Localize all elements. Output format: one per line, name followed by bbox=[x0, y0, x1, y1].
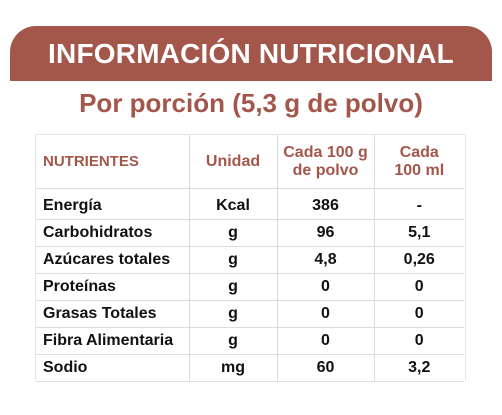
value-per-100g: 0 bbox=[277, 300, 375, 328]
nutrient-unit: g bbox=[189, 273, 278, 301]
nutrient-name: Proteínas bbox=[36, 273, 190, 301]
value-per-100ml: 0 bbox=[374, 300, 464, 328]
column-header-per-100g-line1: Cada 100 g bbox=[283, 143, 368, 161]
table-row: Proteínas g 0 0 bbox=[36, 273, 464, 301]
value-per-100ml: 5,1 bbox=[374, 219, 464, 247]
nutrient-name: Fibra Alimentaria bbox=[36, 327, 190, 355]
value-per-100g: 0 bbox=[277, 273, 375, 301]
column-header-per-100ml-line2: 100 ml bbox=[394, 161, 445, 179]
value-per-100g: 60 bbox=[277, 354, 375, 382]
value-per-100ml: - bbox=[374, 188, 464, 220]
nutrient-unit: mg bbox=[189, 354, 278, 382]
nutrient-name: Azúcares totales bbox=[36, 246, 190, 274]
value-per-100g: 4,8 bbox=[277, 246, 375, 274]
nutrition-table: NUTRIENTES Unidad Cada 100 g de polvo Ca… bbox=[36, 135, 464, 382]
value-per-100g: 386 bbox=[277, 188, 375, 220]
column-header-unit-label: Unidad bbox=[205, 152, 261, 170]
column-header-unit: Unidad bbox=[189, 135, 278, 189]
column-header-nutrients: NUTRIENTES bbox=[36, 135, 190, 189]
nutrient-name: Carbohidratos bbox=[36, 219, 190, 247]
value-per-100g: 0 bbox=[277, 327, 375, 355]
column-header-per-100ml: Cada 100 ml bbox=[374, 135, 464, 189]
nutrient-name: Energía bbox=[36, 188, 190, 220]
table-row: Fibra Alimentaria g 0 0 bbox=[36, 327, 464, 355]
page-title: INFORMACIÓN NUTRICIONAL bbox=[48, 37, 454, 69]
column-header-nutrients-label: NUTRIENTES bbox=[43, 152, 139, 170]
value-per-100ml: 0,26 bbox=[374, 246, 464, 274]
title-banner: INFORMACIÓN NUTRICIONAL bbox=[10, 26, 492, 81]
table-header-row: NUTRIENTES Unidad Cada 100 g de polvo Ca… bbox=[36, 135, 464, 189]
value-per-100g: 96 bbox=[277, 219, 375, 247]
table-row: Carbohidratos g 96 5,1 bbox=[36, 219, 464, 247]
nutrient-unit: g bbox=[189, 219, 278, 247]
nutrient-unit: Kcal bbox=[189, 188, 278, 220]
table-row: Azúcares totales g 4,8 0,26 bbox=[36, 246, 464, 274]
table-row: Grasas Totales g 0 0 bbox=[36, 300, 464, 328]
value-per-100ml: 0 bbox=[374, 327, 464, 355]
nutrient-unit: g bbox=[189, 246, 278, 274]
column-header-per-100g: Cada 100 g de polvo bbox=[277, 135, 375, 189]
table-row: Energía Kcal 386 - bbox=[36, 188, 464, 220]
nutrient-unit: g bbox=[189, 327, 278, 355]
nutrient-name: Grasas Totales bbox=[36, 300, 190, 328]
serving-subtitle: Por porción (5,3 g de polvo) bbox=[79, 88, 423, 118]
value-per-100ml: 0 bbox=[374, 273, 464, 301]
table-row: Sodio mg 60 3,2 bbox=[36, 354, 464, 382]
value-per-100ml: 3,2 bbox=[374, 354, 464, 382]
nutrient-unit: g bbox=[189, 300, 278, 328]
column-header-per-100g-line2: de polvo bbox=[292, 161, 359, 179]
column-header-per-100ml-line1: Cada bbox=[399, 143, 439, 161]
nutrient-name: Sodio bbox=[36, 354, 190, 382]
